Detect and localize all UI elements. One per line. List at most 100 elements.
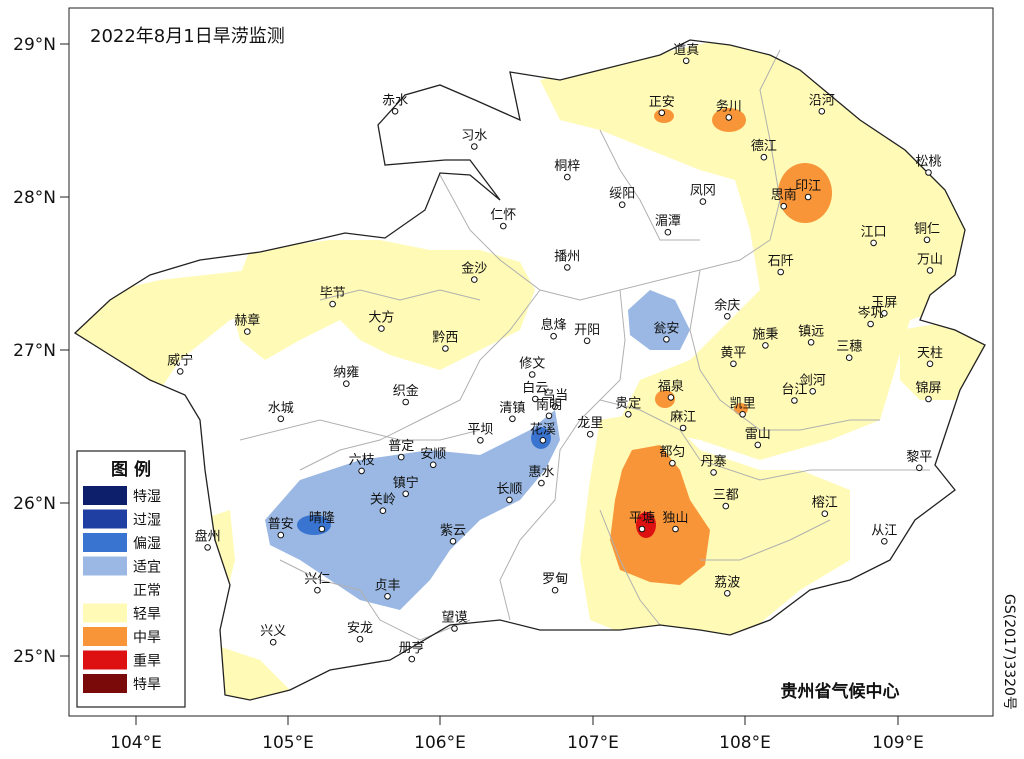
city-label: 桐梓: [554, 159, 580, 174]
zone-light-drought-west: [75, 270, 290, 390]
city-label: 水城: [268, 401, 294, 416]
city-label: 榕江: [812, 496, 838, 511]
city-marker: [762, 342, 769, 349]
city-marker: [625, 411, 632, 418]
city-marker: [506, 496, 513, 504]
city-label: 万山: [917, 252, 943, 267]
city-marker: [777, 268, 785, 276]
city-label: 道真: [673, 43, 699, 58]
city-marker: [532, 395, 539, 403]
lat-tick-label: 29°N: [13, 35, 56, 55]
city-marker: [809, 388, 817, 395]
legend-swatch: [83, 533, 127, 552]
city-marker: [926, 360, 934, 368]
city-label: 雷山: [745, 427, 771, 442]
city-marker: [870, 239, 877, 247]
city-marker: [471, 143, 478, 150]
city-label: 施秉: [752, 326, 778, 342]
city-label: 望谟: [441, 610, 467, 626]
city-label: 赫章: [234, 313, 260, 329]
city-marker: [318, 525, 326, 533]
city-label: 晴隆: [309, 511, 335, 526]
city-label: 黄平: [720, 346, 746, 361]
city-marker: [724, 590, 731, 597]
city-marker: [402, 398, 410, 406]
city-marker: [754, 441, 762, 449]
city-label: 天柱: [917, 346, 943, 361]
city-marker: [923, 236, 931, 244]
city-marker: [551, 403, 559, 410]
city-marker: [724, 313, 731, 320]
city-label: 普安: [268, 517, 294, 532]
city-label: 平坝: [467, 422, 493, 437]
province-outline: [73, 39, 986, 701]
legend-swatch: [83, 650, 127, 670]
city-marker: [583, 337, 591, 345]
city-marker: [867, 320, 874, 328]
city-label: 平塘: [629, 510, 655, 526]
lon-tick-label: 106°E: [414, 733, 466, 753]
city-label: 锦屏: [915, 381, 941, 396]
city-marker: [791, 397, 798, 404]
city-marker: [442, 345, 449, 352]
city-label: 惠水: [528, 465, 554, 480]
lat-tick-label: 27°N: [13, 341, 56, 361]
city-marker: [397, 453, 405, 461]
city-label: 德江: [751, 139, 777, 154]
legend-label: 重旱: [133, 654, 161, 670]
city-marker: [378, 325, 385, 332]
legend-swatch: [83, 486, 127, 505]
city-label: 大方: [368, 310, 394, 326]
city-marker: [780, 202, 788, 210]
city-marker: [807, 339, 815, 346]
city-marker: [528, 371, 536, 378]
city-label: 玉屏: [871, 295, 897, 310]
city-label: 印江: [795, 179, 821, 194]
city-label: 赤水: [382, 93, 408, 108]
city-marker: [314, 586, 321, 594]
city-label: 余庆: [714, 297, 740, 313]
zone-moderate-drought-south: [610, 445, 710, 585]
legend-title: 图 例: [111, 459, 151, 480]
zone-suitable-north-central: [628, 290, 690, 350]
city-label: 盘州: [195, 528, 221, 544]
legend-label: 特旱: [133, 677, 161, 693]
approval-number: GS(2017)3320号: [1001, 594, 1017, 710]
city-label: 花溪: [530, 421, 556, 437]
city-label: 贵定: [615, 396, 641, 411]
city-label: 从江: [871, 523, 897, 538]
city-label: 册亨: [399, 640, 425, 656]
lat-tick-label: 25°N: [13, 647, 56, 667]
city-label: 毕节: [320, 286, 346, 301]
zone-suitable-southwest: [265, 410, 560, 610]
lon-tick-label: 108°E: [719, 733, 771, 753]
county-boundaries: [239, 49, 930, 641]
city-marker: [925, 395, 932, 403]
city-marker: [730, 360, 737, 368]
zone-light-drought-central-west: [230, 240, 535, 370]
city-marker: [669, 459, 676, 467]
city-label: 台江: [781, 383, 807, 398]
zone-moderate-drought-yinjiang: [778, 163, 832, 223]
city-label: 思南: [771, 187, 797, 203]
city-label: 兴义: [260, 624, 286, 639]
city-marker: [277, 531, 285, 539]
legend-swatch: [83, 627, 127, 646]
city-label: 三穗: [836, 340, 862, 355]
city-label: 湄潭: [655, 214, 681, 229]
city-marker: [477, 437, 484, 444]
lon-tick-label: 109°E: [872, 733, 924, 753]
city-marker: [821, 510, 829, 518]
city-marker: [391, 108, 399, 115]
city-label: 罗甸: [542, 572, 568, 587]
city-label: 黔西: [432, 331, 458, 346]
city-label: 剑河: [800, 372, 826, 388]
map-title: 2022年8月1日旱涝监测: [90, 26, 285, 47]
city-label: 黎平: [906, 450, 932, 465]
city-label: 修文: [519, 357, 545, 372]
longitude-axis: 104°E 105°E 106°E 107°E 108°E 109°E: [110, 716, 924, 753]
city-marker: [925, 169, 932, 176]
city-marker: [539, 437, 547, 444]
city-marker: [818, 108, 826, 115]
